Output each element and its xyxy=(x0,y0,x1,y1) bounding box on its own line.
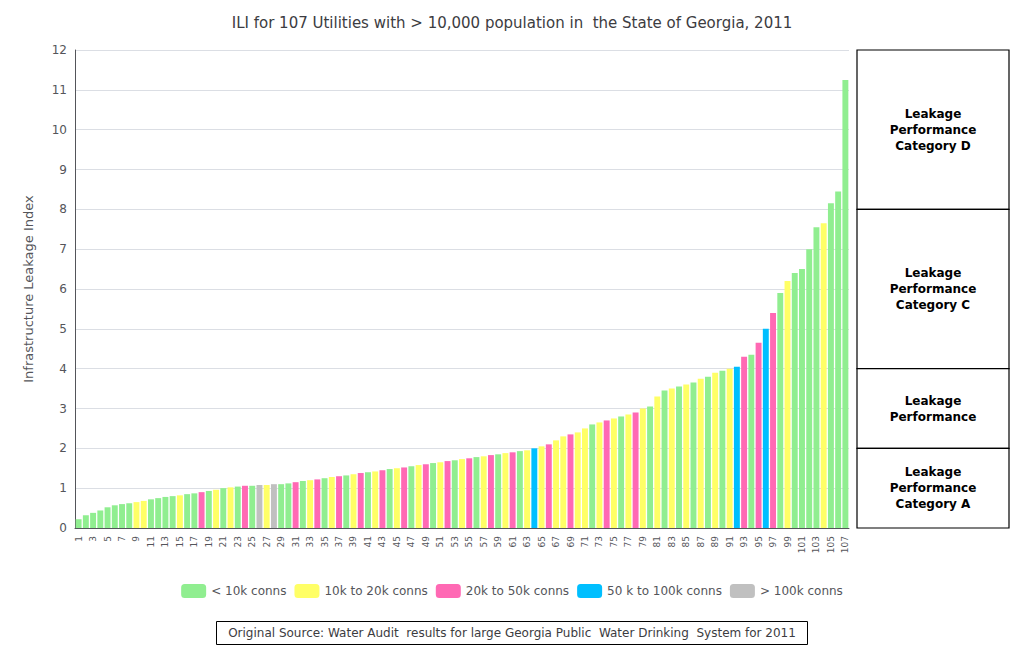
svg-text:57: 57 xyxy=(479,536,489,547)
svg-text:77: 77 xyxy=(623,536,633,547)
svg-text:65: 65 xyxy=(537,536,547,547)
svg-text:12: 12 xyxy=(52,43,67,57)
svg-text:107: 107 xyxy=(840,536,850,553)
svg-text:1: 1 xyxy=(59,481,67,495)
svg-text:9: 9 xyxy=(131,536,141,542)
svg-text:85: 85 xyxy=(681,536,691,547)
svg-text:55: 55 xyxy=(464,536,474,547)
svg-text:5: 5 xyxy=(59,322,67,336)
svg-text:89: 89 xyxy=(710,536,720,548)
svg-text:Performance: Performance xyxy=(890,410,977,424)
svg-text:29: 29 xyxy=(276,536,286,548)
svg-text:Leakage: Leakage xyxy=(905,107,962,121)
svg-text:2: 2 xyxy=(59,441,67,455)
svg-text:19: 19 xyxy=(204,536,214,548)
svg-text:27: 27 xyxy=(262,536,272,547)
svg-text:10: 10 xyxy=(52,123,67,137)
svg-text:13: 13 xyxy=(160,536,170,547)
svg-text:9: 9 xyxy=(59,163,67,177)
svg-text:4: 4 xyxy=(59,362,67,376)
svg-text:51: 51 xyxy=(435,536,445,547)
svg-text:8: 8 xyxy=(59,202,67,216)
svg-text:Leakage: Leakage xyxy=(905,465,962,479)
svg-text:Performance: Performance xyxy=(890,123,977,137)
svg-text:105: 105 xyxy=(826,536,836,553)
svg-text:Performance: Performance xyxy=(890,282,977,296)
svg-text:69: 69 xyxy=(566,536,576,548)
svg-text:5: 5 xyxy=(103,536,113,542)
svg-text:83: 83 xyxy=(667,536,677,547)
svg-text:7: 7 xyxy=(59,242,67,256)
svg-text:95: 95 xyxy=(754,536,764,547)
svg-text:63: 63 xyxy=(522,536,532,547)
svg-text:Category D: Category D xyxy=(895,139,971,153)
svg-text:21: 21 xyxy=(218,536,228,547)
svg-text:103: 103 xyxy=(811,536,821,553)
svg-text:97: 97 xyxy=(768,536,778,547)
svg-text:35: 35 xyxy=(320,536,330,547)
svg-text:6: 6 xyxy=(59,282,67,296)
svg-text:49: 49 xyxy=(421,536,431,548)
svg-text:7: 7 xyxy=(117,536,127,542)
svg-text:< 10k conns: < 10k conns xyxy=(211,584,286,598)
svg-text:67: 67 xyxy=(551,536,561,547)
svg-text:Infrastructure Leakage Index: Infrastructure Leakage Index xyxy=(21,195,36,383)
svg-text:37: 37 xyxy=(334,536,344,547)
svg-text:93: 93 xyxy=(739,536,749,547)
svg-text:87: 87 xyxy=(696,536,706,547)
svg-text:25: 25 xyxy=(247,536,257,547)
svg-text:20k to 50k conns: 20k to 50k conns xyxy=(466,584,569,598)
svg-text:101: 101 xyxy=(797,536,807,553)
svg-text:> 100k conns: > 100k conns xyxy=(760,584,843,598)
svg-text:73: 73 xyxy=(594,536,604,547)
svg-text:0: 0 xyxy=(59,521,67,535)
svg-text:Category A: Category A xyxy=(896,497,972,511)
svg-text:75: 75 xyxy=(609,536,619,547)
svg-text:3: 3 xyxy=(59,402,67,416)
svg-text:79: 79 xyxy=(638,536,648,548)
svg-text:1: 1 xyxy=(74,536,84,542)
svg-text:Original Source: Water Audit: Original Source: Water Audit results for… xyxy=(228,626,796,640)
svg-text:33: 33 xyxy=(305,536,315,547)
svg-text:47: 47 xyxy=(406,536,416,547)
svg-text:Performance: Performance xyxy=(890,481,977,495)
svg-text:23: 23 xyxy=(233,536,243,547)
svg-text:59: 59 xyxy=(493,536,503,548)
svg-text:Category C: Category C xyxy=(896,298,971,312)
svg-text:99: 99 xyxy=(783,536,793,548)
svg-text:3: 3 xyxy=(88,536,98,542)
svg-text:91: 91 xyxy=(725,536,735,547)
svg-text:41: 41 xyxy=(363,536,373,547)
svg-text:39: 39 xyxy=(348,536,358,548)
svg-text:Leakage: Leakage xyxy=(905,266,962,280)
svg-text:11: 11 xyxy=(52,83,67,97)
svg-text:15: 15 xyxy=(175,536,185,547)
svg-text:61: 61 xyxy=(508,536,518,547)
svg-text:11: 11 xyxy=(146,536,156,547)
svg-text:ILI for 107 Utilities with > 1: ILI for 107 Utilities with > 10,000 popu… xyxy=(232,14,793,32)
svg-text:45: 45 xyxy=(392,536,402,547)
svg-text:43: 43 xyxy=(377,536,387,547)
svg-text:17: 17 xyxy=(189,536,199,547)
svg-text:50 k to 100k conns: 50 k to 100k conns xyxy=(607,584,722,598)
svg-text:81: 81 xyxy=(652,536,662,547)
svg-text:Leakage: Leakage xyxy=(905,394,962,408)
svg-text:53: 53 xyxy=(450,536,460,547)
svg-text:31: 31 xyxy=(291,536,301,547)
svg-text:71: 71 xyxy=(580,536,590,547)
svg-text:10k to 20k conns: 10k to 20k conns xyxy=(324,584,427,598)
